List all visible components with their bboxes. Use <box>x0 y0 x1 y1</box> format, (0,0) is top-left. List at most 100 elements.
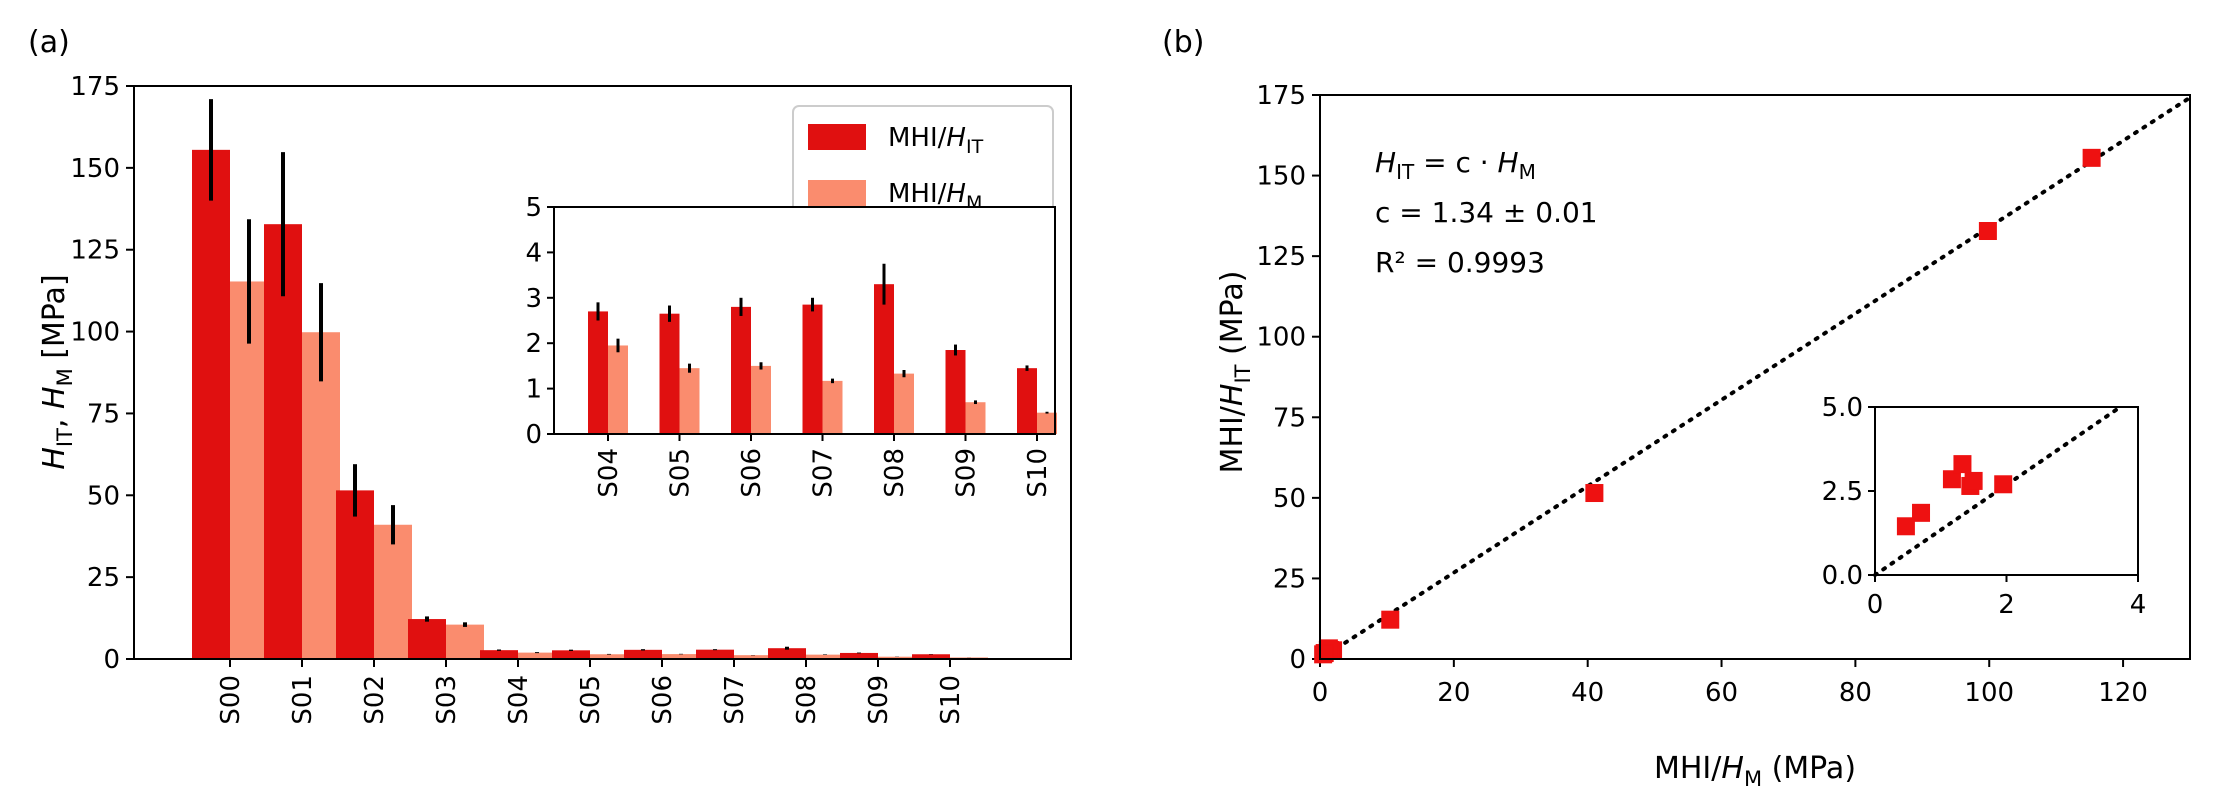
bar-hit-s00 <box>192 149 230 659</box>
bar-hm-s07 <box>734 655 772 659</box>
y-tick-label: 50 <box>87 481 120 511</box>
x-tick-label-s09: S09 <box>864 675 894 725</box>
inset-bar-hm-s07 <box>822 380 843 434</box>
y-tick-label: 100 <box>70 318 120 348</box>
inset-y-tick-label: 0.0 <box>1822 561 1863 591</box>
x-tick-label-s02: S02 <box>360 675 390 725</box>
inset-x-tick-label-s05: S05 <box>666 448 696 498</box>
y-tick-label: 25 <box>87 563 120 593</box>
x-tick-label-s04: S04 <box>504 675 534 725</box>
bar-hit-s01 <box>264 224 302 659</box>
y-tick-label: 150 <box>1256 162 1306 192</box>
x-tick-label: 40 <box>1571 678 1604 708</box>
fit-equation: HIT = c · HM <box>1375 146 1536 184</box>
panel-a-y-ticks: 0 25 50 75 100 125 150 175 <box>70 72 134 675</box>
data-point <box>1585 484 1604 503</box>
bar-hm-s01 <box>302 332 340 659</box>
panel-b-inset-y-ticks: 0.0 2.5 5.0 <box>1822 393 1875 591</box>
panel-b-inset-x-ticks: 0 2 4 <box>1867 575 2146 620</box>
x-tick-label-s08: S08 <box>792 675 822 725</box>
x-tick-label-s05: S05 <box>576 675 606 725</box>
inset-bar-hm-s08 <box>894 373 914 434</box>
inset-data-point <box>1912 503 1931 522</box>
panel-a-axes-frame <box>133 85 1072 660</box>
bar-hm-s05 <box>590 654 628 659</box>
data-point <box>1978 222 1997 241</box>
bar-hm-s04 <box>518 652 556 659</box>
legend-swatch-hm <box>808 180 866 206</box>
panel-b-inset-points <box>1896 455 2013 536</box>
x-tick-label-s10: S10 <box>936 675 966 725</box>
inset-y-tick-label: 1 <box>525 375 542 405</box>
y-tick-label: 100 <box>1256 323 1306 353</box>
inset-x-tick-label-s10: S10 <box>1023 448 1053 498</box>
panel-a-inset-y-ticks: 0 1 2 3 4 5 <box>525 193 554 450</box>
y-tick-label: 175 <box>1256 81 1306 111</box>
y-tick-label: 125 <box>70 236 120 266</box>
x-tick-label-s06: S06 <box>648 675 678 725</box>
inset-y-tick-label: 4 <box>525 238 542 268</box>
bar-hit-s06 <box>624 649 662 659</box>
x-tick-label-s01: S01 <box>288 675 318 725</box>
fit-r-squared: R² = 0.9993 <box>1375 246 1545 279</box>
data-point <box>1381 610 1400 629</box>
inset-y-tick-label: 2 <box>525 329 542 359</box>
panel-a-inset-frame <box>553 206 1056 435</box>
y-tick-label: 50 <box>1273 484 1306 514</box>
inset-data-point <box>1953 455 1972 474</box>
x-tick-label: 80 <box>1839 678 1872 708</box>
inset-y-tick-label: 5.0 <box>1822 393 1863 423</box>
panel-a-label: (a) <box>28 25 70 60</box>
x-tick-label: 20 <box>1437 678 1470 708</box>
bar-hit-s09 <box>840 652 878 659</box>
panel-a-inset-bars <box>588 263 1057 434</box>
x-tick-label: 120 <box>2098 678 2148 708</box>
inset-y-tick-label: 2.5 <box>1822 477 1863 507</box>
panel-b-y-axis-label: MHI/HIT (MPa) <box>1215 271 1255 474</box>
inset-y-tick-label: 3 <box>525 284 542 314</box>
bar-hm-s02 <box>374 524 412 659</box>
panel-b-points <box>1314 148 2101 664</box>
y-tick-label: 0 <box>103 645 120 675</box>
panel-b-x-ticks: 0 20 40 60 80 100 120 <box>1312 659 2148 708</box>
bar-hm-s06 <box>662 654 700 659</box>
inset-bar-hm-s04 <box>608 345 628 434</box>
panel-a-y-axis-label: HIT, HM [MPa] <box>37 274 77 469</box>
panel-b-label: (b) <box>1162 25 1204 60</box>
inset-x-tick-label-s09: S09 <box>952 448 982 498</box>
x-tick-label: 60 <box>1705 678 1738 708</box>
inset-x-tick-label-s04: S04 <box>594 448 624 498</box>
bar-hit-s03 <box>408 619 446 659</box>
inset-bar-hit-s07 <box>802 304 823 434</box>
inset-bar-hit-s06 <box>731 306 751 434</box>
panel-b-fit-line <box>1318 95 2192 661</box>
panel-a-inset-x-ticks: S04 S05 S06 S07 S08 S09 S10 <box>594 434 1053 498</box>
inset-bar-hit-s09 <box>945 350 966 434</box>
inset-y-tick-label: 5 <box>525 193 542 223</box>
panel-a-bars <box>192 99 988 659</box>
inset-bar-hit-s10 <box>1017 368 1037 434</box>
panel-b-axes-frame <box>1319 94 2191 660</box>
inset-x-tick-label-s06: S06 <box>737 448 767 498</box>
inset-bar-hit-s05 <box>659 313 680 434</box>
y-tick-label: 175 <box>70 72 120 102</box>
y-tick-label: 150 <box>70 154 120 184</box>
y-tick-label: 75 <box>87 399 120 429</box>
data-point <box>1314 645 1333 664</box>
bar-hm-s00 <box>230 281 268 659</box>
inset-x-tick-label: 0 <box>1867 590 1884 620</box>
panel-b-annotation: HIT = c · HM c = 1.34 ± 0.01 R² = 0.9993 <box>1375 146 1598 279</box>
inset-bar-hm-s05 <box>679 368 700 434</box>
inset-x-tick-label-s08: S08 <box>880 448 910 498</box>
inset-x-tick-label: 2 <box>1998 590 2015 620</box>
inset-x-tick-label-s07: S07 <box>809 448 839 498</box>
bar-hit-s08 <box>768 648 806 659</box>
bar-hit-s04 <box>480 650 518 659</box>
bar-hm-s08 <box>806 654 844 659</box>
panel-a-x-ticks: S00 S01 S02 S03 S04 S05 S06 S07 S08 S09 S10 <box>216 659 966 725</box>
y-tick-label: 25 <box>1273 564 1306 594</box>
y-tick-label: 125 <box>1256 242 1306 272</box>
bar-hit-s10 <box>912 654 950 659</box>
